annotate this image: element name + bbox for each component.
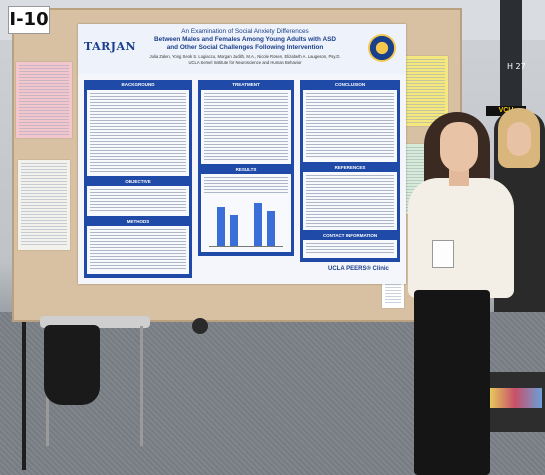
poster-title-line3: and Other Social Challenges Following In…: [166, 44, 324, 51]
contact-heading: CONTACT INFORMATION: [300, 232, 400, 239]
treatment-body: [201, 90, 291, 164]
results-chart-bar: [217, 207, 226, 246]
research-poster: TARJAN An Examination of Social Anxiety …: [78, 24, 406, 284]
results-heading: RESULTS: [198, 166, 294, 173]
presenter-face: [440, 122, 478, 172]
conclusion-body: [303, 90, 397, 162]
results-body: [201, 174, 291, 252]
peers-clinic-logo: UCLA PEERS® Clinic: [328, 266, 389, 272]
objective-body: [87, 186, 189, 216]
column-middle: TREATMENT RESULTS: [198, 80, 294, 256]
references-body: [303, 172, 397, 230]
flyer-pink: [16, 62, 72, 138]
poster-authors: Julia Zalen, Yong Seok S. Logiaccu, Morg…: [130, 54, 360, 65]
poster-title-line1: An Examination of Social Anxiety Differe…: [181, 28, 309, 35]
background-person-face: [507, 122, 531, 156]
hall-pillar: [500, 0, 522, 110]
objective-heading: OBJECTIVE: [84, 178, 192, 185]
references-heading: REFERENCES: [300, 164, 400, 171]
methods-body: [87, 226, 189, 274]
cart-wheel: [192, 318, 208, 334]
treatment-heading: TREATMENT: [232, 82, 260, 87]
column-left: BACKGROUND OBJECTIVE METHODS: [84, 80, 192, 278]
authors-line: Julia Zalen, Yong Seok S. Logiaccu, Morg…: [149, 54, 341, 59]
affiliation-line: UCLA Semel Institute for Neuroscience an…: [188, 59, 302, 65]
pillar-label: H 27: [507, 62, 526, 71]
flyer-yellow: [402, 56, 448, 126]
presenter-sweater: [408, 178, 514, 298]
results-chart-bar: [229, 215, 238, 246]
presenter-neck: [449, 168, 469, 186]
column-right: CONCLUSION REFERENCES CONTACT INFORMATIO…: [300, 80, 400, 262]
tarjan-logo: TARJAN: [84, 40, 137, 53]
results-chart-bar: [266, 211, 275, 246]
results-chart-bar: [254, 203, 263, 246]
black-bag: [44, 325, 100, 405]
booth-number-sign: I-10: [8, 6, 50, 34]
background-heading: BACKGROUND: [121, 82, 155, 87]
background-body: [87, 90, 189, 176]
contact-body: [303, 240, 397, 258]
results-chart: [209, 196, 283, 247]
poster-title: An Examination of Social Anxiety Differe…: [130, 28, 360, 52]
poster-header: TARJAN An Examination of Social Anxiety …: [78, 24, 406, 74]
conclusion-heading: CONCLUSION: [334, 82, 366, 87]
chair-leg: [140, 326, 143, 446]
magazines: [488, 388, 542, 408]
university-seal-icon: [368, 34, 396, 62]
methods-heading: METHODS: [84, 218, 192, 225]
poster-title-line2: Between Males and Females Among Young Ad…: [154, 36, 336, 43]
board-stand-left: [22, 320, 26, 470]
flyer-small: [382, 278, 404, 308]
flyer-white: [18, 160, 70, 250]
name-badge: [432, 240, 454, 268]
presenter-pants: [414, 290, 490, 475]
